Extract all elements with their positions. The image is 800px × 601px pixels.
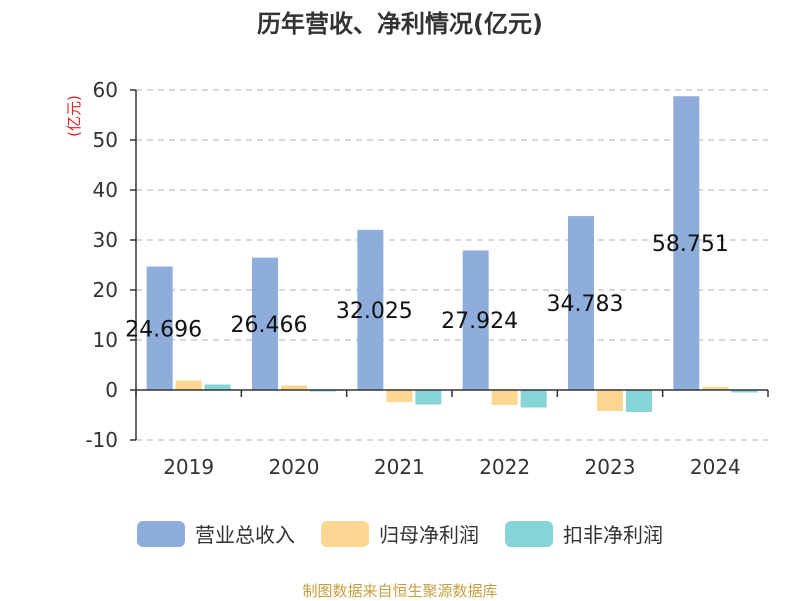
bar-revenue [252,257,278,390]
x-tick-label: 2024 [690,455,741,479]
bar-revenue [462,250,489,390]
bar-net-profit [386,390,413,402]
bar-deducted-profit [204,384,231,390]
legend-item-deducted-profit[interactable]: 扣非净利润 [505,519,663,548]
y-tick-label: 30 [93,228,118,252]
bar-deducted-profit [626,390,652,412]
legend-label-revenue: 营业总收入 [195,523,295,547]
data-label: 27.924 [441,309,518,334]
data-label: 24.696 [125,317,202,342]
y-tick-label: 40 [93,178,118,202]
bar-revenue [146,266,173,390]
y-tick-label: 0 [105,378,118,402]
legend-swatch-net-profit [321,520,369,547]
data-label: 58.751 [652,232,729,257]
y-tick-label: -10 [85,428,118,452]
x-tick-label: 2022 [479,455,530,479]
legend-item-revenue[interactable]: 营业总收入 [137,519,295,548]
bar-net-profit [175,380,202,390]
bar-deducted-profit [520,390,547,408]
legend-label-deducted-profit: 扣非净利润 [563,523,663,547]
bar-revenue [568,216,594,390]
bar-net-profit [597,390,623,411]
y-tick-label: 20 [93,278,118,302]
bar-net-profit [702,387,729,390]
legend-swatch-revenue [137,520,185,547]
x-tick-label: 2020 [269,455,320,479]
legend: 营业总收入 归母净利润 扣非净利润 [0,519,800,548]
bar-deducted-profit [731,390,758,393]
y-tick-label: 50 [93,128,118,152]
data-label: 26.466 [231,313,308,338]
source-note: 制图数据来自恒生聚源数据库 [302,582,498,600]
y-tick-label: 10 [93,328,118,352]
legend-swatch-deducted-profit [505,520,553,547]
data-label: 34.783 [547,292,624,317]
y-tick-label: 60 [93,78,118,102]
x-tick-label: 2023 [585,455,636,479]
bar-deducted-profit [415,390,442,405]
bar-net-profit [281,385,307,390]
legend-label-net-profit: 归母净利润 [379,523,479,547]
x-tick-label: 2021 [374,455,425,479]
x-tick-label: 2019 [163,455,214,479]
y-axis-unit-label: (亿元) [65,95,83,137]
bar-revenue [673,96,700,391]
data-label: 32.025 [336,299,413,324]
bar-revenue [357,229,384,390]
bar-net-profit [491,390,518,405]
chart-title: 历年营收、净利情况(亿元) [257,10,543,38]
legend-item-net-profit[interactable]: 归母净利润 [321,519,479,548]
